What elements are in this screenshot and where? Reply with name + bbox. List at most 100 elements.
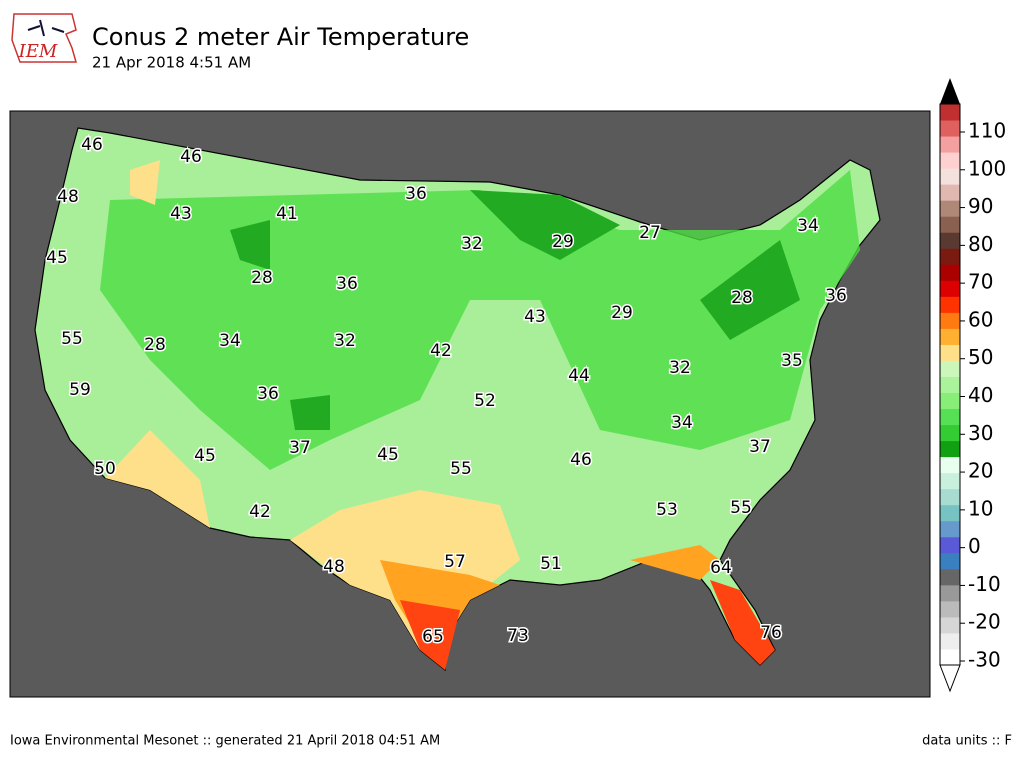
station-value: 45 [377, 445, 399, 465]
station-value: 42 [430, 341, 452, 361]
station-value: 43 [524, 307, 546, 327]
colorbar-tick-label: -20 [968, 610, 1001, 634]
station-value: 46 [81, 135, 103, 155]
colorbar-segment [940, 424, 960, 442]
colorbar-tick-label: 110 [968, 119, 1006, 143]
colorbar-segment [940, 248, 960, 265]
colorbar-segment [940, 584, 960, 602]
colorbar-tick-label: 80 [968, 232, 993, 256]
colorbar-top-arrow [940, 78, 960, 104]
station-value: 32 [334, 331, 356, 351]
colorbar-segment [940, 456, 960, 474]
colorbar-tick-label: 40 [968, 383, 993, 407]
footer-left: Iowa Environmental Mesonet :: generated … [10, 734, 440, 749]
colorbar-tick-label: 20 [968, 459, 993, 483]
station-value: 34 [219, 331, 241, 351]
colorbar-segment [940, 440, 960, 458]
colorbar-segment [940, 472, 960, 490]
colorbar-segment [940, 360, 960, 377]
colorbar-segment [940, 200, 960, 217]
station-value: 37 [749, 437, 771, 457]
colorbar-segment [940, 216, 960, 233]
colorbar-segment [940, 600, 960, 618]
colorbar-segment [940, 136, 960, 153]
colorbar-tick-label: 60 [968, 307, 993, 331]
station-value: 45 [194, 446, 216, 466]
station-value: 50 [94, 459, 116, 479]
station-value: 36 [336, 274, 358, 294]
station-value: 36 [405, 184, 427, 204]
colorbar-tick-label: -10 [968, 572, 1001, 596]
colorbar-segment [940, 632, 960, 650]
station-value: 29 [611, 303, 633, 323]
station-value: 41 [276, 204, 298, 224]
colorbar-bottom-arrow [939, 664, 961, 693]
colorbar-segment [940, 648, 960, 666]
map: 46 46 48 43 41 36 32 29 27 34 45 28 36 36 28 29 43 55 28 34… [9, 110, 931, 698]
station-value: 37 [289, 438, 311, 458]
station-value: 55 [730, 498, 752, 518]
colorbar: -30 -20 -10 0 10 20 30 40 50 60 70 80 90 100 110 [939, 78, 1006, 693]
colorbar-segment [940, 520, 960, 538]
station-value: 42 [249, 502, 271, 522]
station-value: 44 [568, 366, 590, 386]
colorbar-segment [940, 552, 960, 570]
station-value: 53 [656, 500, 678, 520]
footer-right: data units :: F [922, 734, 1012, 749]
station-value: 59 [69, 380, 91, 400]
station-value: 55 [61, 329, 83, 349]
station-value: 35 [781, 351, 803, 371]
title: Conus 2 meter Air Temperature [92, 23, 469, 51]
station-value: 64 [710, 558, 732, 578]
colorbar-segment [940, 152, 960, 169]
station-value: 65 [422, 627, 444, 647]
station-value: 28 [144, 335, 166, 355]
colorbar-segment [940, 408, 960, 426]
colorbar-tick-label: 100 [968, 156, 1006, 180]
station-value: 46 [180, 147, 202, 167]
station-value: 45 [46, 248, 68, 268]
subtitle: 21 Apr 2018 4:51 AM [92, 54, 251, 72]
logo: IEM [11, 13, 77, 63]
colorbar-tick-label: 70 [968, 270, 993, 294]
station-value: 27 [639, 223, 661, 243]
colorbar-frame [939, 103, 961, 666]
colorbar-segment [940, 536, 960, 554]
station-labels: 46 46 48 43 41 36 32 29 27 34 45 28 36 36 28 29 43 55 28 34… [45, 134, 849, 649]
station-value: 43 [170, 204, 192, 224]
colorbar-tick-label: 50 [968, 345, 993, 369]
station-value: 46 [570, 450, 592, 470]
colorbar-tick-label: -30 [968, 648, 1001, 672]
colorbar-segment [940, 120, 960, 137]
colorbar-segment [940, 312, 960, 329]
station-value: 48 [57, 187, 79, 207]
colorbar-segment [940, 264, 960, 281]
colorbar-segment [940, 184, 960, 201]
station-value: 29 [552, 232, 574, 252]
station-value: 28 [731, 288, 753, 308]
colorbar-segment [940, 504, 960, 522]
colorbar-segment [940, 328, 960, 345]
colorbar-segment [940, 376, 960, 394]
station-value: 34 [671, 413, 693, 433]
colorbar-segment [940, 344, 960, 361]
station-value: 36 [257, 384, 279, 404]
colorbar-segment [940, 616, 960, 634]
station-value: 76 [760, 623, 782, 643]
station-value: 32 [669, 358, 691, 378]
station-value: 32 [461, 234, 483, 254]
colorbar-tick-label: 0 [968, 534, 981, 558]
station-value: 34 [797, 216, 819, 236]
colorbar-segment [940, 168, 960, 185]
colorbar-tick-label: 10 [968, 496, 993, 520]
colorbar-segment [940, 488, 960, 506]
station-value: 36 [825, 286, 847, 306]
station-value: 73 [507, 626, 529, 646]
colorbar-segment [940, 232, 960, 249]
station-value: 48 [323, 557, 345, 577]
station-value: 57 [444, 552, 466, 572]
colorbar-segment [940, 104, 960, 121]
station-value: 55 [450, 459, 472, 479]
